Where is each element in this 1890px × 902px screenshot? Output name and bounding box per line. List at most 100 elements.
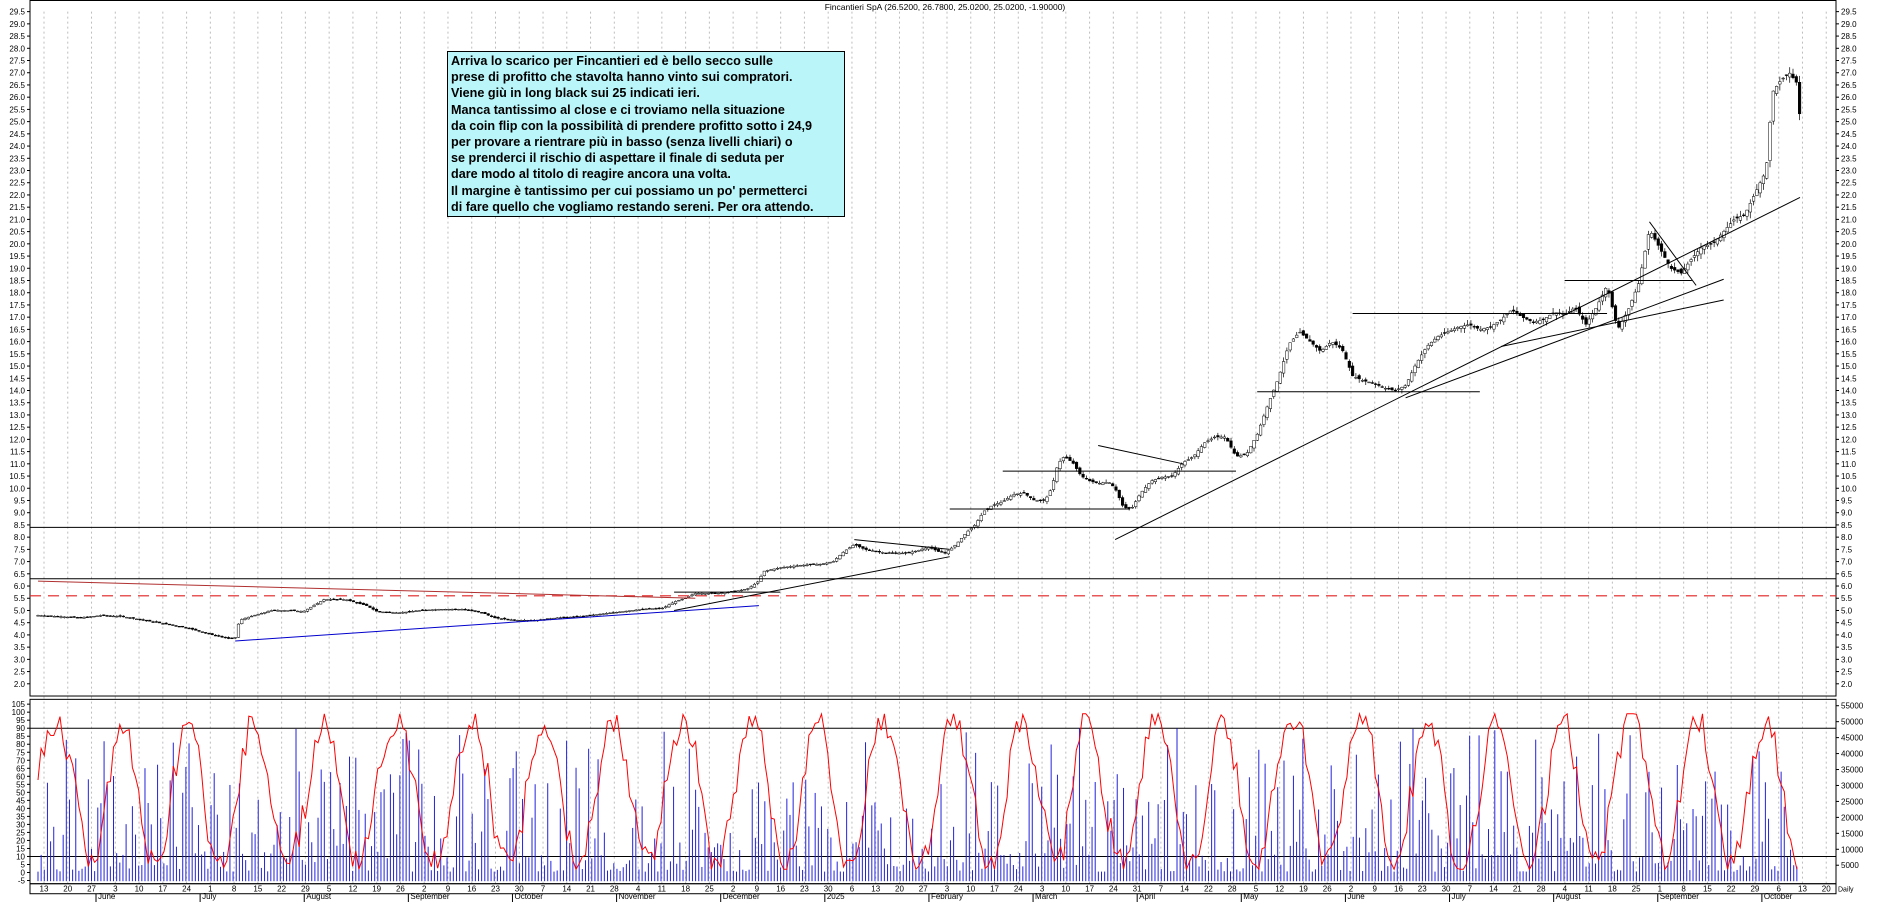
candle-body	[52, 616, 56, 618]
candle-body	[637, 609, 641, 611]
candle-body	[1331, 342, 1335, 345]
x-day-label: 1	[208, 885, 213, 894]
candle-body	[1265, 406, 1269, 418]
candle-body	[1659, 243, 1664, 252]
x-day-label: 27	[87, 885, 96, 894]
candle-body	[1354, 377, 1358, 379]
candle-body	[851, 545, 855, 548]
x-day-label: 24	[1014, 885, 1023, 894]
osc-tick-label: 20	[16, 836, 25, 845]
x-day-label: 19	[1299, 885, 1308, 894]
candle-body	[480, 612, 484, 614]
y-tick-label-left: 7.5	[14, 545, 26, 554]
candle-body	[1252, 440, 1256, 449]
x-day-label: 21	[586, 885, 595, 894]
candle-body	[378, 611, 382, 613]
candle-body	[358, 602, 362, 604]
volume-tick-label: 5000	[1841, 861, 1859, 870]
candle-body	[125, 617, 129, 619]
y-tick-label-right: 8.0	[1841, 533, 1853, 542]
y-tick-label-right: 10.0	[1841, 484, 1857, 493]
candle-body	[858, 544, 862, 548]
candle-body	[588, 614, 592, 617]
candle-body	[1144, 487, 1148, 493]
candle-body	[158, 621, 162, 624]
candle-body	[1725, 227, 1729, 233]
candle-body	[332, 598, 336, 601]
y-tick-label-right: 24.5	[1841, 130, 1857, 139]
candle-body	[240, 619, 244, 625]
x-day-label: 14	[562, 885, 571, 894]
y-tick-label-right: 6.5	[1841, 570, 1853, 579]
y-tick-label-right: 29.5	[1841, 8, 1857, 17]
candle-body	[1610, 291, 1614, 308]
candle-body	[282, 610, 287, 612]
candle-body	[259, 613, 264, 615]
candle-body	[1702, 245, 1706, 250]
y-tick-label-right: 11.5	[1841, 448, 1857, 457]
price-panel-frame	[29, 0, 1837, 697]
note-line: prese di profitto che stavolta hanno vin…	[451, 70, 793, 85]
candle-body	[1742, 214, 1746, 216]
x-month-label: August	[1556, 892, 1582, 901]
x-day-label: 23	[491, 885, 500, 894]
volume-tick-label: 35000	[1841, 766, 1864, 775]
candle-body	[473, 610, 477, 612]
candle-body	[848, 547, 852, 550]
y-tick-label-left: 12.5	[9, 423, 25, 432]
y-tick-label-right: 12.0	[1841, 435, 1857, 444]
candle-body	[647, 608, 651, 610]
y-tick-label-right: 22.0	[1841, 191, 1857, 200]
x-day-label: 2	[731, 885, 736, 894]
volume-tick-label: 55000	[1841, 702, 1864, 711]
candle-body	[1426, 344, 1430, 350]
candle-body	[861, 546, 865, 549]
y-tick-label-right: 21.0	[1841, 215, 1857, 224]
x-day-label: 18	[1608, 885, 1617, 894]
y-tick-label-left: 11.0	[10, 460, 26, 469]
candle-body	[437, 609, 441, 611]
candle-body	[141, 619, 145, 621]
candle-body	[1541, 318, 1545, 321]
candle-body	[766, 570, 770, 572]
candle-body	[108, 615, 112, 617]
y-tick-label-right: 9.5	[1841, 496, 1853, 505]
candle-body	[1689, 259, 1693, 262]
candle-body	[798, 565, 803, 567]
candle-body	[1134, 501, 1138, 507]
y-tick-label-right: 15.5	[1841, 350, 1857, 359]
osc-tick-label: 85	[16, 732, 25, 741]
x-month-label: March	[1035, 892, 1057, 901]
osc-tick-label: 70	[16, 756, 25, 765]
candle-body	[1209, 438, 1213, 441]
candle-body	[286, 610, 290, 612]
y-tick-label-right: 23.5	[1841, 154, 1857, 163]
y-tick-label-right: 19.5	[1841, 252, 1857, 261]
y-tick-label-left: 12.0	[9, 435, 25, 444]
x-day-label: 30	[515, 885, 524, 894]
y-tick-label-left: 22.0	[9, 191, 25, 200]
y-tick-label-left: 5.0	[14, 606, 26, 615]
y-tick-label-left: 8.0	[14, 533, 26, 542]
osc-tick-label: 45	[16, 796, 25, 805]
candle-body	[595, 614, 599, 616]
candle-body	[506, 618, 510, 621]
candle-body	[309, 606, 313, 610]
candle-body	[1249, 446, 1253, 454]
x-day-label: 6	[1776, 885, 1781, 894]
osc-tick-label: 5	[21, 860, 26, 869]
candle-body	[319, 601, 323, 605]
candle-body	[450, 608, 454, 611]
y-tick-label-right: 8.5	[1841, 521, 1853, 530]
x-day-label: 14	[1489, 885, 1498, 894]
candle-body	[302, 610, 306, 613]
y-tick-label-right: 5.5	[1841, 594, 1853, 603]
y-tick-label-left: 24.5	[9, 130, 25, 139]
candle-body	[1153, 479, 1157, 482]
candle-body	[1443, 332, 1447, 334]
candle-body	[197, 630, 201, 632]
candle-body	[677, 600, 681, 602]
candle-body	[1420, 354, 1424, 361]
candle-body	[161, 623, 165, 625]
candle-body	[407, 611, 411, 613]
